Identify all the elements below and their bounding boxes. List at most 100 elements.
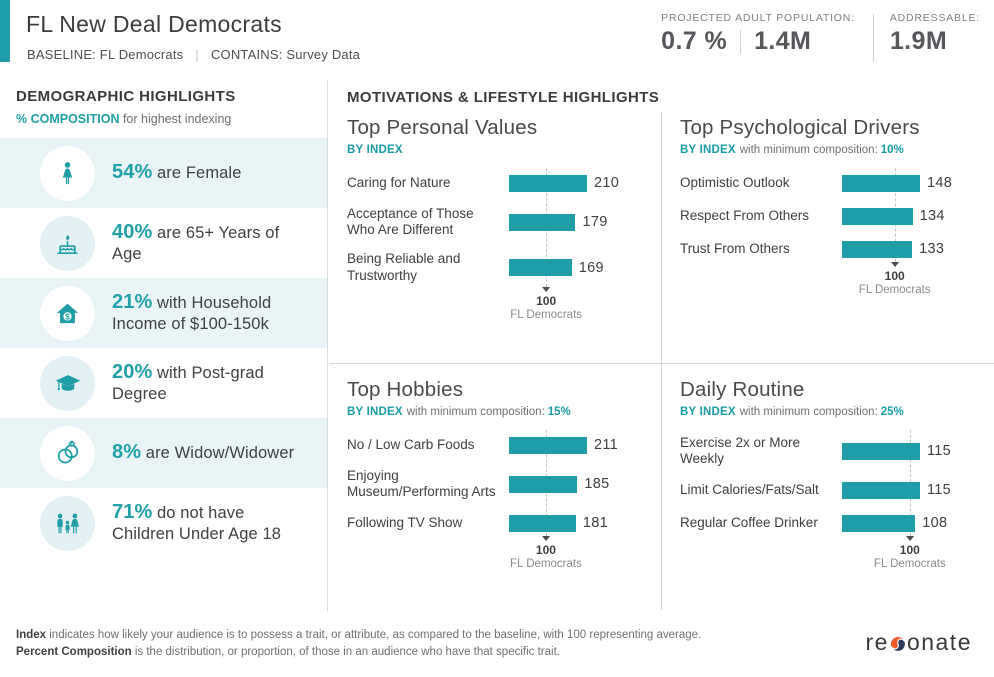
demographic-text: 71% do not have Children Under Age 18 [112, 501, 282, 544]
demographic-row-income: $ 21% with Household Income of $100-150k [0, 278, 327, 348]
footer-definitions: Index indicates how likely your audience… [16, 627, 701, 662]
chart-row: No / Low Carb Foods 211 [347, 436, 619, 454]
demographic-text: 20% with Post-grad Degree [112, 361, 264, 404]
demographic-row-marital: 8% are Widow/Widower [0, 418, 327, 488]
bar-value: 185 [584, 476, 610, 493]
demographic-highlights-subtitle: % COMPOSITION for highest indexing [16, 112, 232, 126]
bar [842, 240, 913, 258]
graduation-cap-icon [40, 355, 95, 411]
bar-value: 179 [582, 214, 608, 231]
chart-daily-routine: Daily Routine BY INDEX with minimum compo… [680, 378, 980, 570]
bar-value: 134 [919, 208, 945, 224]
bar-chart: Exercise 2x or More Weekly 115 Limit Cal… [680, 430, 980, 570]
index-definition: Index indicates how likely your audience… [16, 629, 702, 641]
wedding-rings-icon [40, 425, 95, 481]
demographic-row-children: 71% do not have Children Under Age 18 [0, 488, 327, 558]
chart-row: Respect From Others 134 [680, 207, 945, 225]
projected-population-stat: PROJECTED ADULT POPULATION: 0.7 % 1.4M [661, 12, 855, 62]
chart-row: Being Reliable and Trustworthy 169 [347, 251, 604, 283]
demographic-text: 21% with Household Income of $100-150k [112, 291, 272, 334]
demographic-row-age: 40% are 65+ Years of Age [0, 208, 327, 278]
motivations-lifestyle-title: MOTIVATIONS & LIFESTYLE HIGHLIGHTS [347, 89, 660, 106]
chart-row: Limit Calories/Fats/Salt 115 [680, 481, 952, 499]
baseline-marker: 100 FL Democrats [510, 287, 582, 321]
demographic-text: 8% are Widow/Widower [112, 441, 295, 464]
baseline-arrow-icon [542, 287, 551, 292]
baseline-marker: 100 FL Democrats [874, 536, 946, 570]
stat-divider [740, 29, 742, 54]
baseline-arrow-icon [541, 536, 550, 541]
female-icon [40, 145, 95, 201]
house-dollar-icon: $ [40, 285, 95, 341]
bar [842, 442, 920, 460]
baseline-label: BASELINE: FL Democrats [27, 47, 184, 62]
quadrant-vertical-divider [661, 112, 662, 610]
birthday-cake-icon [40, 215, 95, 271]
resonate-logo: re onate [865, 629, 972, 655]
sidebar-divider [327, 80, 328, 611]
bar [509, 475, 578, 493]
chart-title: Top Psychological Drivers [680, 116, 920, 139]
bar [842, 174, 920, 192]
bar-chart: Caring for Nature 210 Acceptance of Thos… [347, 168, 647, 321]
demographic-text: 54% are Female [112, 161, 242, 184]
chart-row: Caring for Nature 210 [347, 174, 620, 192]
demographic-highlights-title: DEMOGRAPHIC HIGHLIGHTS [16, 88, 236, 105]
chart-title: Top Hobbies [347, 378, 464, 401]
bar [509, 436, 587, 454]
demographic-row-female: 54% are Female [0, 138, 327, 208]
bar-value: 148 [927, 175, 953, 191]
addressable-stat: ADDRESSABLE: 1.9M [890, 12, 980, 62]
bar [509, 174, 587, 192]
bar [509, 259, 572, 277]
bar-value: 210 [594, 175, 620, 191]
bar-value: 115 [927, 443, 952, 460]
meta-separator: | [195, 47, 199, 62]
chart-subtitle: BY INDEX [347, 144, 403, 156]
header-stats: PROJECTED ADULT POPULATION: 0.7 % 1.4M A… [661, 12, 980, 62]
bar-value: 115 [927, 482, 952, 499]
percent-composition-label: % COMPOSITION [16, 112, 120, 126]
percent-composition-definition: Percent Composition is the distribution,… [16, 646, 560, 659]
addressable-label: ADDRESSABLE: [889, 12, 980, 24]
chart-top-hobbies: Top Hobbies BY INDEX with minimum composi… [347, 378, 647, 570]
stat-block-divider [872, 14, 874, 62]
projected-population-label: PROJECTED ADULT POPULATION: [661, 12, 855, 24]
chart-row: Enjoying Museum/Performing Arts 185 [347, 468, 610, 500]
baseline-marker: 100 FL Democrats [510, 536, 582, 570]
demographic-list: 54% are Female 40% are 65+ Years of Age [0, 138, 327, 558]
bar-value: 169 [578, 259, 604, 276]
bar [842, 481, 920, 499]
quadrant-horizontal-divider [330, 363, 994, 364]
bar-value: 211 [594, 437, 619, 453]
chart-title: Daily Routine [680, 378, 805, 401]
chart-top-personal-values: Top Personal Values BY INDEX Caring for … [347, 116, 647, 321]
bar-value: 133 [919, 241, 945, 257]
teal-accent-bar [0, 0, 10, 62]
bar-value: 108 [922, 515, 948, 532]
chart-row: Trust From Others 133 [680, 240, 945, 258]
bar-value: 181 [582, 515, 608, 532]
chart-top-psychological-drivers: Top Psychological Drivers BY INDEX with m… [680, 116, 980, 296]
svg-text:$: $ [65, 311, 70, 321]
bar-chart: No / Low Carb Foods 211 Enjoying Museum/… [347, 430, 647, 570]
resonate-swirl-icon [891, 637, 905, 651]
chart-subtitle: BY INDEX with minimum composition: 25% [680, 406, 904, 418]
projected-population-percent: 0.7 % [661, 27, 728, 55]
contains-label: CONTAINS: Survey Data [210, 47, 361, 62]
family-icon [40, 495, 95, 551]
chart-row: Optimistic Outlook 148 [680, 174, 953, 192]
demographic-row-education: 20% with Post-grad Degree [0, 348, 327, 418]
bar [509, 514, 576, 532]
bar [842, 207, 913, 225]
baseline-arrow-icon [890, 262, 899, 267]
bar [509, 213, 576, 231]
chart-row: Acceptance of Those Who Are Different 17… [347, 206, 608, 238]
chart-subtitle: BY INDEX with minimum composition: 15% [347, 406, 571, 418]
chart-title: Top Personal Values [347, 116, 538, 139]
baseline-arrow-icon [905, 536, 914, 541]
addressable-count: 1.9M [889, 27, 948, 55]
chart-row: Exercise 2x or More Weekly 115 [680, 435, 952, 467]
projected-population-count: 1.4M [754, 27, 812, 55]
